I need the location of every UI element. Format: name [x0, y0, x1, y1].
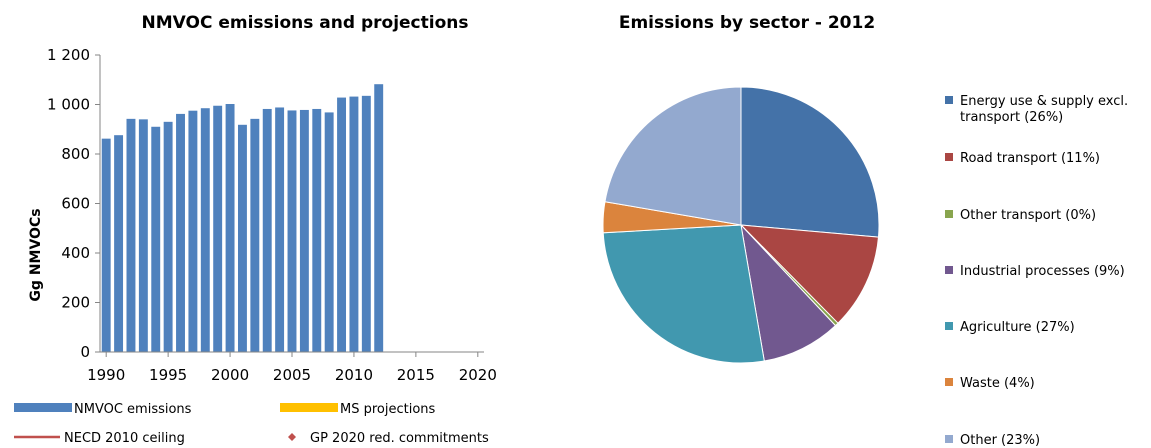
bar: [114, 135, 124, 352]
y-tick-label: 400: [61, 244, 90, 262]
y-tick-label: 1 200: [47, 46, 90, 64]
bar: [151, 126, 161, 353]
legend-label: Other transport (0%): [960, 208, 1096, 223]
legend-swatch: [945, 378, 953, 386]
legend-swatch: [945, 435, 953, 443]
legend-label: transport (26%): [960, 110, 1063, 125]
bar: [275, 107, 285, 352]
pie-chart-title: Emissions by sector - 2012: [619, 13, 875, 33]
bar: [312, 108, 322, 352]
bar: [262, 108, 272, 352]
legend-swatch: [945, 96, 953, 104]
y-axis-label: Gg NMVOCs: [28, 208, 44, 301]
legend-swatch: [945, 266, 953, 274]
bar: [176, 113, 185, 352]
bar: [250, 118, 260, 352]
bar: [299, 109, 309, 352]
bar: [163, 121, 173, 352]
legend-label: Industrial processes (9%): [960, 264, 1125, 279]
legend-swatch: [945, 153, 953, 161]
bar: [349, 96, 359, 352]
bar: [225, 104, 235, 352]
bar: [287, 110, 297, 352]
bar-series: [101, 84, 384, 353]
legend-label: Road transport (11%): [960, 151, 1100, 166]
bar: [213, 105, 223, 352]
bar: [237, 124, 247, 352]
x-tick-label: 2020: [459, 366, 497, 384]
legend-label: MS projections: [340, 402, 436, 417]
bar: [337, 97, 347, 352]
y-tick-labels: 0 200 400 600 800 1 000 1 200: [47, 46, 90, 361]
pie-slice: [739, 224, 880, 324]
pie-slices: [602, 86, 880, 364]
bar: [126, 118, 136, 352]
legend-label: NECD 2010 ceiling: [64, 431, 185, 446]
x-tick-label: 2005: [273, 366, 311, 384]
x-tick-label: 2015: [397, 366, 435, 384]
x-tick-labels: 1990 1995 2000 2005 2010 2015 2020: [87, 366, 497, 384]
pie-chart-legend: Energy use & supply excl.transport (26%)…: [945, 94, 1128, 448]
pie-slice: [602, 224, 765, 364]
x-tick-label: 1995: [149, 366, 187, 384]
y-tick-label: 200: [61, 294, 90, 312]
bar-chart-legend: NMVOC emissions MS projections NECD 2010 c…: [14, 402, 489, 446]
y-tick-label: 600: [61, 195, 90, 213]
bar: [101, 138, 111, 352]
legend-marker: [288, 433, 296, 441]
bar: [138, 119, 148, 352]
pie-slice: [740, 223, 837, 362]
legend-swatch: [945, 322, 953, 330]
bar-chart-title: NMVOC emissions and projections: [142, 13, 469, 33]
legend-label: Agriculture (27%): [960, 320, 1075, 335]
y-tick-label: 0: [80, 343, 90, 361]
pie-slice: [604, 86, 742, 226]
legend-swatch: [14, 403, 72, 412]
pie-chart: Emissions by sector - 2012 Energy use & …: [602, 13, 1128, 448]
bar: [188, 110, 198, 352]
bar: [324, 112, 334, 352]
legend-label: GP 2020 red. commitments: [310, 431, 489, 446]
pie-slice: [740, 86, 880, 238]
bar-chart: NMVOC emissions and projections Gg NMVOC…: [14, 13, 497, 446]
axis-tick-marks: [95, 54, 479, 357]
y-tick-label: 800: [61, 145, 90, 163]
legend-label: Other (23%): [960, 433, 1040, 448]
legend-label: Energy use & supply excl.: [960, 94, 1128, 109]
legend-swatch: [280, 403, 338, 412]
x-tick-label: 2000: [211, 366, 249, 384]
y-tick-label: 1 000: [47, 96, 90, 114]
x-tick-label: 1990: [87, 366, 125, 384]
x-tick-label: 2010: [335, 366, 373, 384]
legend-label: Waste (4%): [960, 376, 1035, 391]
bar: [361, 95, 371, 353]
bar: [200, 108, 210, 353]
legend-label: NMVOC emissions: [74, 402, 192, 417]
legend-swatch: [945, 210, 953, 218]
bar: [374, 84, 384, 352]
